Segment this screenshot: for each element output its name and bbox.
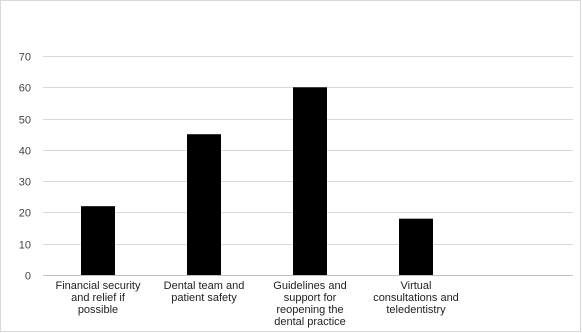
x-tick-label-line: and relief if: [71, 292, 126, 304]
bar: [187, 134, 221, 275]
bar: [81, 206, 115, 275]
bar: [399, 218, 433, 275]
bar: [293, 87, 327, 276]
x-tick-label-line: teledentistry: [386, 304, 446, 316]
x-tick-label: Guidelines and support for reopening the de…: [273, 280, 346, 328]
x-tick-label-line: patient safety: [171, 292, 237, 304]
x-tick-label-line: Guidelines and: [273, 280, 346, 292]
x-tick-label: Virtual consultations and teledentistry: [373, 280, 459, 316]
x-tick-label-line: reopening the: [276, 304, 343, 316]
y-tick-label: 60: [19, 83, 31, 95]
y-tick-label: 10: [19, 240, 31, 252]
x-tick-label: Financial security and relief if possible: [56, 280, 141, 316]
x-tick-label-line: Virtual: [401, 280, 432, 292]
x-tick-label-line: support for: [284, 292, 337, 304]
x-tick-label-line: consultations and: [373, 292, 459, 304]
y-tick-label: 40: [19, 146, 31, 158]
x-tick-label-line: Financial security: [56, 280, 141, 292]
x-tick-label: Dental team and patient safety: [164, 280, 245, 304]
x-tick-label-line: Dental team and: [164, 280, 245, 292]
x-tick-label-line: possible: [78, 304, 118, 316]
x-tick-label-line: dental practice: [274, 316, 346, 328]
y-tick-label: 0: [25, 271, 31, 283]
y-tick-label: 20: [19, 208, 31, 220]
y-tick-label: 70: [19, 52, 31, 64]
y-tick-label: 30: [19, 177, 31, 189]
y-tick-label: 50: [19, 115, 31, 127]
